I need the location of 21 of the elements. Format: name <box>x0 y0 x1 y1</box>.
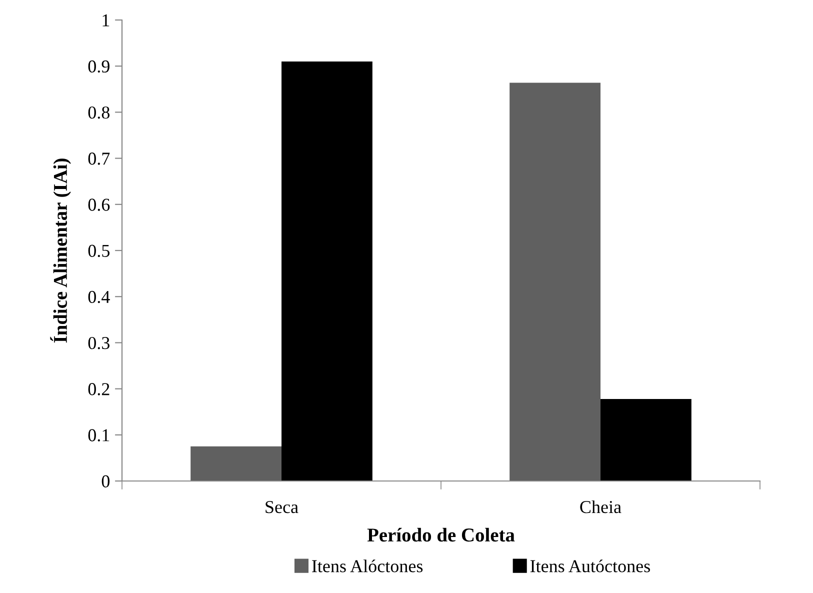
x-tick-label: Cheia <box>580 500 622 514</box>
bar <box>510 82 600 481</box>
y-tick-label: 0.1 <box>88 429 110 442</box>
y-axis-title: Índice Alimentar (IAi) <box>50 158 71 343</box>
bar <box>190 446 282 481</box>
x-tick-label: Seca <box>266 501 298 514</box>
y-tick-label: 0.8 <box>88 106 110 119</box>
y-tick-label: 0.6 <box>88 198 110 211</box>
y-tick-label: 0 <box>102 475 110 488</box>
y-tick-label: 0.9 <box>88 60 110 73</box>
legend-label: Itens Alóctones <box>312 560 423 572</box>
y-tick-label: 1 <box>102 14 110 26</box>
y-tick-label: 0.7 <box>88 152 110 165</box>
legend-label: Itens Autóctones <box>530 560 650 572</box>
x-axis-title: Período de Coleta <box>367 528 515 542</box>
y-tick-label: 0.2 <box>88 383 110 396</box>
y-tick-label: 0.4 <box>88 290 110 304</box>
bar <box>282 61 372 481</box>
y-tick-label: 0.5 <box>88 244 110 258</box>
bar <box>600 398 692 481</box>
y-tick-label: 0.3 <box>88 336 110 350</box>
